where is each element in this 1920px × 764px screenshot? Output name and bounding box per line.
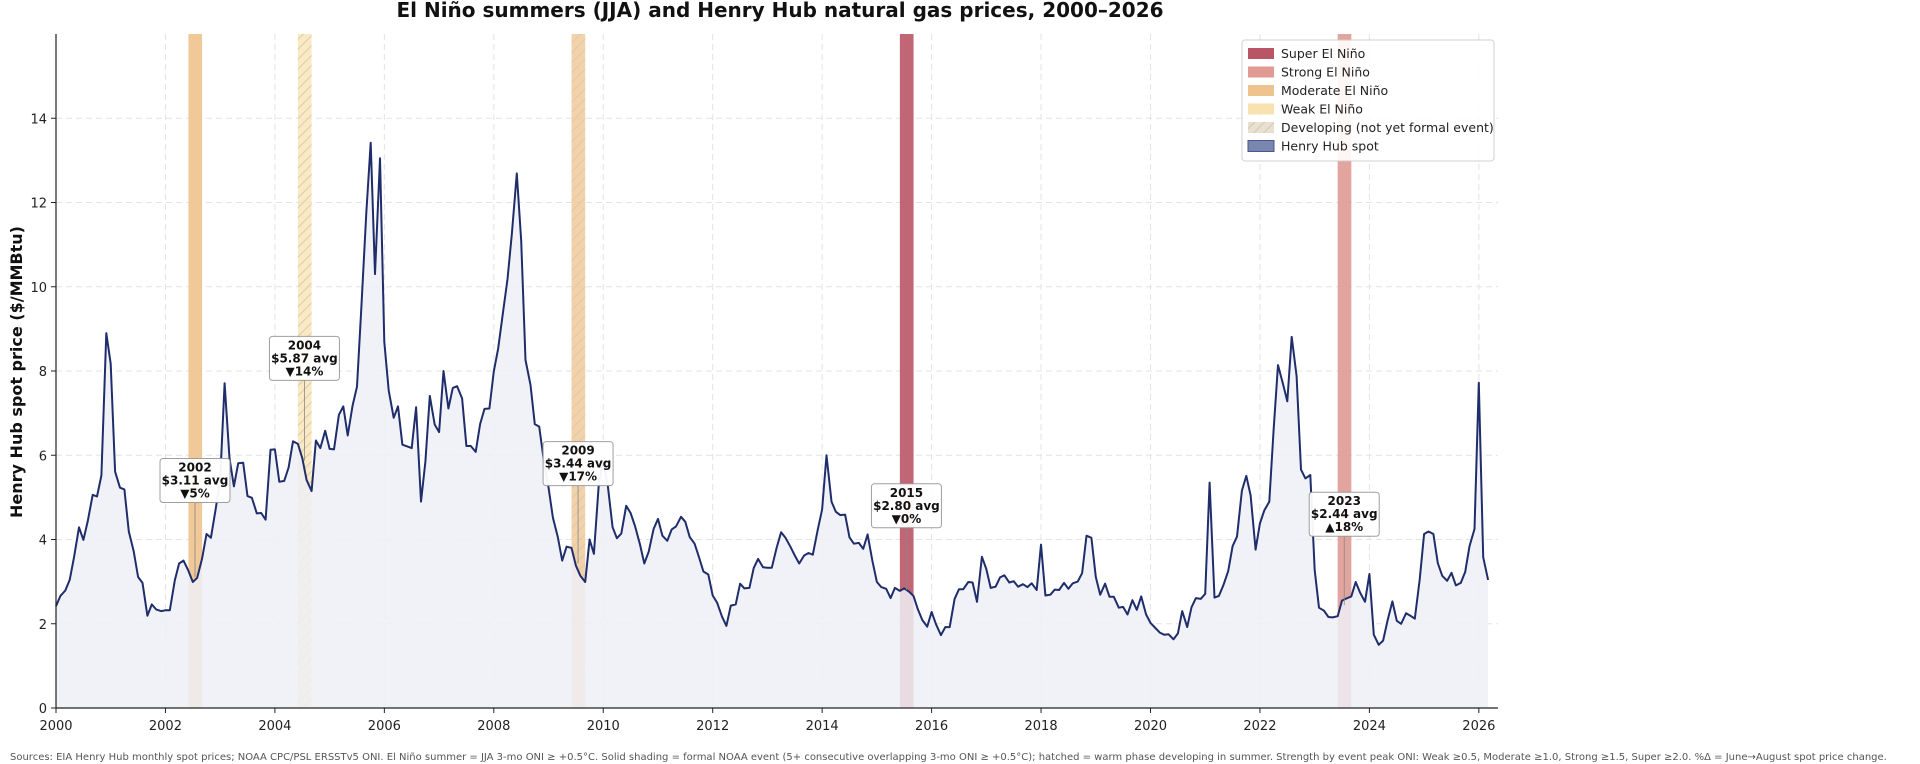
y-tick-label: 0 — [39, 702, 47, 717]
price-series — [55, 141, 1490, 708]
annotation-change: ▼14% — [285, 364, 323, 378]
annotation-year: 2002 — [178, 461, 211, 475]
x-tick-label: 2004 — [258, 719, 291, 734]
x-tick-label: 2026 — [1462, 719, 1495, 734]
chart-title: El Niño summers (JJA) and Henry Hub natu… — [396, 0, 1163, 22]
y-tick-label: 2 — [39, 618, 47, 633]
legend-swatch — [1248, 48, 1274, 59]
annotations: 2002$3.11 avg▼5% 2004$5.87 avg▼14% 2009$3.… — [159, 335, 1380, 606]
y-axis-label: Henry Hub spot price ($/MMBtu) — [7, 226, 26, 518]
y-tick-label: 4 — [39, 534, 47, 549]
el-nino-band-2002 — [188, 34, 203, 708]
annotation-avg: $2.80 avg — [873, 499, 940, 513]
annotation-box — [268, 335, 340, 381]
legend-box — [1241, 39, 1495, 162]
annotation-box — [870, 483, 942, 529]
x-tick-label: 2020 — [1134, 719, 1167, 734]
annotation-change: ▲18% — [1325, 520, 1363, 534]
el-nino-band-2023 — [1337, 34, 1352, 708]
legend-label: Developing (not yet formal event) — [1281, 120, 1494, 135]
annotation-avg: $2.44 avg — [1311, 507, 1378, 521]
x-tick-label: 2000 — [39, 719, 72, 734]
legend-label: Strong El Niño — [1281, 65, 1370, 80]
legend-label: Super El Niño — [1281, 46, 1365, 61]
annotation-change: ▼0% — [892, 512, 922, 526]
legend-swatch — [1248, 66, 1274, 78]
y-tick-label: 6 — [39, 449, 47, 464]
x-tick-label: 2010 — [587, 719, 620, 734]
annotation-year: 2023 — [1328, 494, 1361, 508]
legend-swatch — [1247, 140, 1275, 152]
legend-label: Henry Hub spot — [1281, 139, 1379, 154]
el-nino-band-hatch-2009 — [571, 34, 586, 708]
annotation-change: ▼5% — [180, 487, 210, 501]
x-tick-label: 2006 — [368, 719, 401, 734]
axes: 2000 2002 2004 2006 2008 2010 2012 2014 2016 2018… — [30, 34, 1498, 734]
annotation-box — [159, 458, 231, 504]
x-tick-label: 2012 — [696, 719, 729, 734]
x-tick-label: 2014 — [806, 719, 839, 734]
y-tick-label: 10 — [30, 281, 47, 296]
annotation-avg: $3.11 avg — [162, 474, 229, 488]
x-tick-label: 2024 — [1353, 719, 1386, 734]
x-tick-label: 2002 — [149, 719, 182, 734]
legend: Super El Niño Strong El Niño Moderate El N… — [1241, 39, 1495, 162]
price-area — [56, 142, 1489, 708]
annotation-box — [542, 441, 614, 487]
y-tick-label: 8 — [39, 365, 47, 380]
y-tick-label: 14 — [30, 112, 47, 127]
x-tick-label: 2022 — [1243, 719, 1276, 734]
legend-swatch — [1248, 85, 1274, 96]
x-tick-label: 2018 — [1025, 719, 1058, 734]
legend-hatch — [1248, 122, 1274, 133]
x-tick-label: 2016 — [915, 719, 948, 734]
y-tick-label: 12 — [30, 197, 47, 212]
annotation-year: 2015 — [890, 486, 923, 500]
annotation-change: ▼17% — [559, 470, 597, 484]
legend-label: Weak El Niño — [1281, 102, 1363, 117]
annotation-year: 2004 — [288, 338, 321, 352]
annotation-avg: $3.44 avg — [545, 457, 612, 471]
legend-swatch — [1248, 103, 1274, 115]
source-note: Sources: EIA Henry Hub monthly spot pric… — [10, 752, 1887, 763]
annotation-year: 2009 — [561, 444, 594, 458]
el-nino-band-2015 — [899, 34, 914, 708]
annotation-box — [1308, 491, 1380, 537]
price-line — [55, 141, 1490, 646]
annotation-avg: $5.87 avg — [271, 351, 338, 365]
x-tick-label: 2008 — [477, 719, 510, 734]
legend-label: Moderate El Niño — [1281, 83, 1388, 98]
